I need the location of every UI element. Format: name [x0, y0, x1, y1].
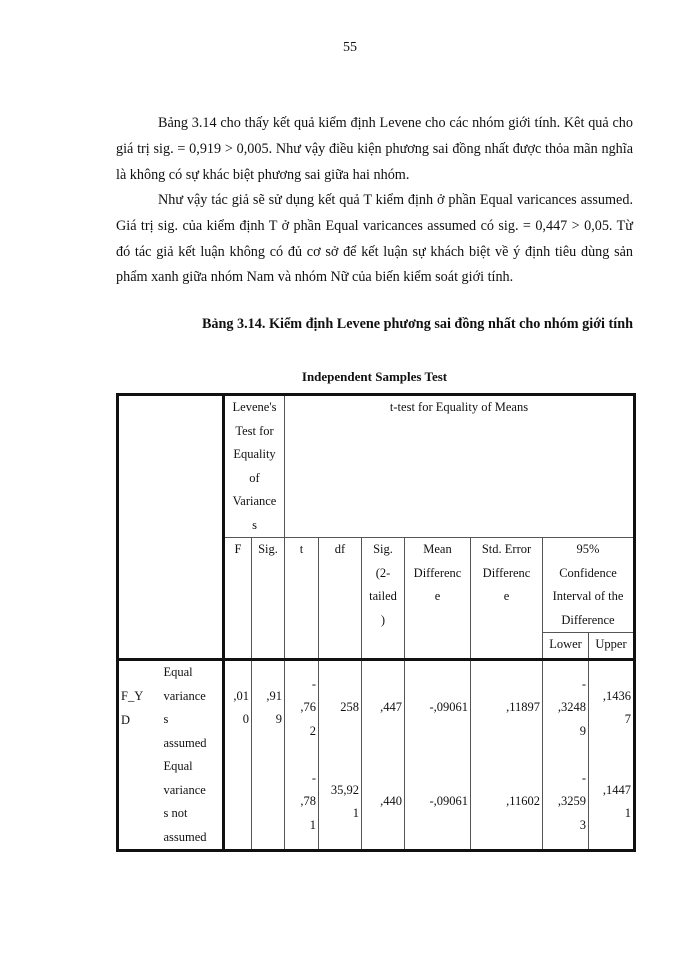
- header-f: F: [223, 537, 252, 661]
- header-confidence-interval: 95% Confidence Interval of the Differenc…: [541, 537, 636, 633]
- cell-sig-2-tailed: ,447: [361, 659, 405, 755]
- independent-samples-test-table: Levene's Test for Equality of Variance s…: [116, 393, 637, 852]
- ttest-group-header: t-test for Equality of Means: [283, 394, 636, 538]
- variable-label: F_Y D: [117, 659, 162, 851]
- cell-f: ,01 0: [223, 659, 252, 755]
- cell-lower: - ,3248 9: [542, 659, 589, 755]
- row-label: Equal variance s not assumed: [161, 755, 225, 851]
- header-sig-2-tailed: Sig. (2- tailed ): [361, 537, 405, 661]
- levene-group-header: Levene's Test for Equality of Variance s: [223, 394, 285, 538]
- cell-sig: ,91 9: [251, 659, 285, 755]
- row-label: Equal variance s assumed: [161, 659, 225, 755]
- header-std-error-difference: Std. Error Differenc e: [470, 537, 543, 661]
- cell-df: 35,92 1: [318, 755, 362, 851]
- header-sig: Sig.: [251, 537, 285, 661]
- header-lower: Lower: [542, 632, 589, 661]
- table-row: F_Y D Equal variance s assumed ,01 0 ,91…: [117, 659, 636, 851]
- cell-df: 258: [318, 659, 362, 755]
- cell-f: [223, 755, 252, 851]
- header-df: df: [318, 537, 362, 661]
- cell-upper: ,1436 7: [587, 659, 636, 755]
- table-caption: Bảng 3.14. Kiểm định Levene phương sai đ…: [201, 316, 633, 332]
- paragraph-1: Bảng 3.14 cho thấy kết quả kiểm định Lev…: [116, 115, 633, 183]
- cell-t: - ,78 1: [284, 755, 319, 851]
- cell-std-error: ,11897: [470, 659, 543, 755]
- cell-std-error: ,11602: [470, 755, 543, 851]
- cell-upper: ,1447 1: [587, 755, 636, 851]
- cell-t: - ,76 2: [284, 659, 319, 755]
- paragraph-2: Như vậy tác giả sẽ sử dụng kết quả T kiể…: [116, 192, 633, 286]
- cell-mean-difference: -,09061: [404, 659, 471, 755]
- header-t: t: [284, 537, 319, 661]
- header-mean-difference: Mean Differenc e: [404, 537, 471, 661]
- header-upper: Upper: [587, 632, 636, 661]
- cell-mean-difference: -,09061: [404, 755, 471, 851]
- page-number: 55: [343, 40, 357, 55]
- table-title: Independent Samples Test: [301, 369, 448, 384]
- corner-cell: [117, 394, 225, 661]
- table-row: Equal variance s not assumed - ,78 1 35,…: [118, 755, 636, 851]
- cell-sig-2-tailed: ,440: [361, 755, 405, 851]
- cell-sig: [251, 755, 285, 851]
- cell-lower: - ,3259 3: [542, 755, 589, 851]
